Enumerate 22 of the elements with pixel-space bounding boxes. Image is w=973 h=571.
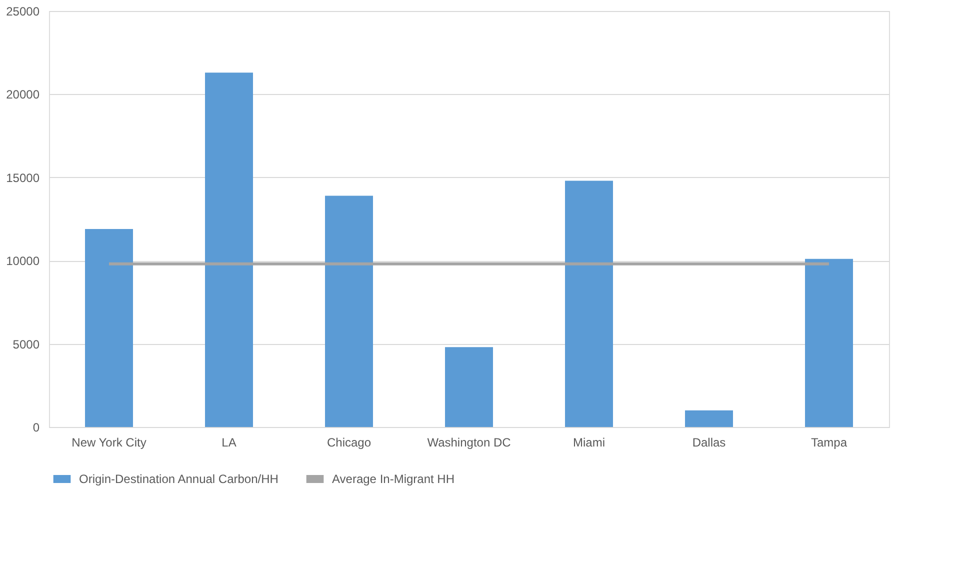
- y-tick-label: 5000: [12, 337, 40, 352]
- bar: [805, 258, 853, 427]
- y-tick-label: 15000: [6, 170, 40, 185]
- y-tick-label: 25000: [6, 4, 40, 18]
- x-tick-label: New York City: [72, 436, 146, 450]
- y-tick-label: 20000: [6, 88, 40, 102]
- x-tick-label: Dallas: [692, 436, 726, 450]
- x-tick-label: Chicago: [326, 436, 372, 450]
- y-tick-label: 10000: [6, 254, 40, 268]
- x-tick-label: Tampa: [810, 436, 848, 450]
- bar: [85, 228, 133, 427]
- x-tick-label: Miami: [573, 436, 605, 450]
- bar: [445, 347, 493, 427]
- legend-label: Origin-Destination Annual Carbon/HH: [79, 472, 278, 486]
- x-tick-label: LA: [222, 436, 236, 450]
- x-tick-label: Washington DC: [427, 436, 512, 450]
- y-tick-label: 0: [32, 420, 40, 434]
- bar: [205, 72, 253, 427]
- bar: [325, 196, 373, 427]
- legend-label: Average In-Migrant HH: [332, 472, 454, 486]
- bar: [685, 410, 733, 427]
- bar: [565, 180, 613, 427]
